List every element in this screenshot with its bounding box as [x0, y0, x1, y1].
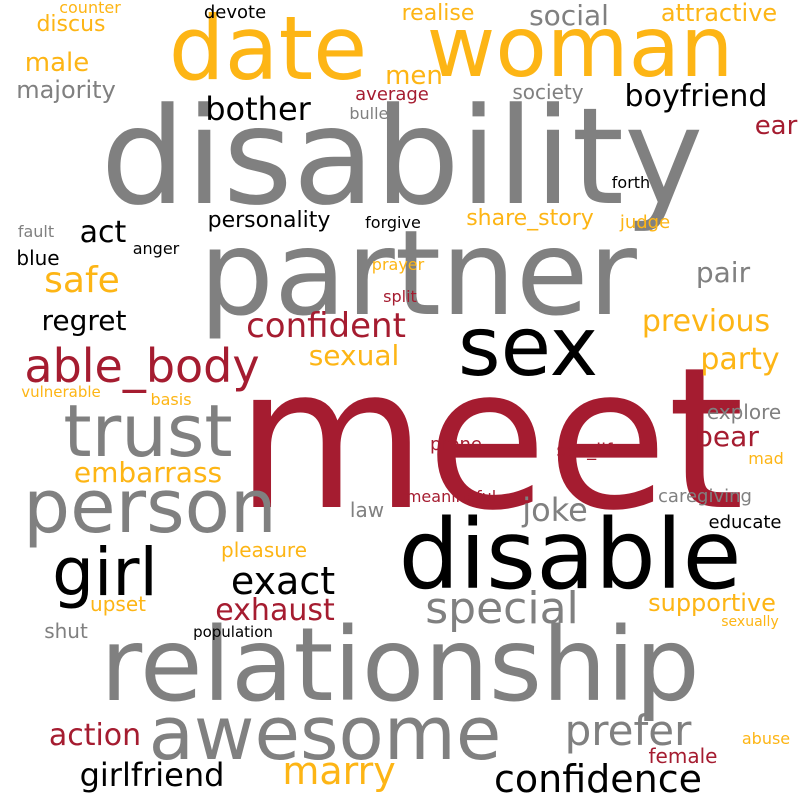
word-boyfriend: boyfriend: [624, 79, 768, 114]
word-girlfriend: girlfriend: [79, 756, 225, 794]
word-supportive: supportive: [648, 589, 776, 617]
word-realise: realise: [401, 1, 475, 26]
word-split: split: [383, 287, 417, 306]
word-exhaust: exhaust: [215, 593, 335, 628]
word-disable: disable: [398, 499, 742, 611]
word-prefer: prefer: [564, 706, 692, 755]
word-basis: basis: [150, 390, 192, 409]
word-awesome: awesome: [148, 691, 502, 777]
word-act: act: [79, 215, 127, 250]
word-able-body: able_body: [24, 339, 260, 393]
word-fault: fault: [17, 222, 55, 241]
word-caregiving: caregiving: [658, 486, 752, 507]
word-sex-life: sex_life: [556, 440, 624, 461]
word-upset: upset: [90, 592, 146, 616]
word-vulnerable: vulnerable: [21, 382, 101, 401]
word-population: population: [193, 622, 273, 641]
word-bear: bear: [695, 420, 759, 453]
word-party: party: [700, 342, 780, 377]
word-relationship: relationship: [100, 606, 700, 725]
word-special: special: [425, 583, 579, 634]
word-anger: anger: [132, 239, 180, 258]
word-prayer: prayer: [371, 255, 425, 274]
word-attractive: attractive: [660, 0, 778, 27]
word-bullet: bullet: [349, 104, 395, 123]
word-men: men: [385, 61, 443, 91]
word-person: person: [23, 464, 277, 550]
word-male: male: [24, 48, 90, 78]
word-mad: mad: [748, 449, 784, 468]
word-meaningful: meaningful: [405, 487, 497, 506]
word-law: law: [349, 498, 385, 522]
word-woman: woman: [426, 0, 734, 96]
word-forth: forth: [611, 173, 651, 192]
word-regret: regret: [41, 304, 127, 337]
word-meet: meet: [235, 326, 745, 554]
word-average: average: [355, 84, 429, 105]
word-trust: trust: [63, 389, 233, 473]
word-sex: sex: [457, 300, 599, 395]
word-exact: exact: [230, 559, 336, 603]
word-educate: educate: [708, 512, 782, 533]
word-discus: discus: [36, 12, 106, 37]
word-judge: judge: [619, 212, 671, 233]
word-shut: shut: [44, 619, 88, 643]
word-marry: marry: [282, 749, 396, 793]
word-pleasure: pleasure: [221, 538, 307, 562]
word-embarrass: embarrass: [73, 456, 223, 489]
word-share-story: share_story: [466, 206, 594, 231]
word-prone: prone: [430, 434, 482, 455]
word-pair: pair: [695, 256, 751, 289]
word-bother: bother: [205, 90, 311, 128]
word-confidence: confidence: [493, 757, 703, 800]
word-sexual: sexual: [308, 339, 400, 372]
word-previous: previous: [641, 304, 771, 339]
word-majority: majority: [16, 76, 116, 104]
word-safe: safe: [44, 260, 120, 301]
word-abuse: abuse: [741, 729, 791, 748]
word-joke: joke: [522, 491, 588, 529]
word-personality: personality: [207, 208, 331, 233]
word-blue: blue: [16, 246, 60, 270]
word-explore: explore: [706, 400, 782, 424]
word-disability: disability: [100, 79, 704, 235]
word-date: date: [168, 0, 368, 100]
word-girl: girl: [52, 534, 158, 611]
word-confident: confident: [246, 306, 406, 346]
word-partner: partner: [199, 204, 637, 342]
word-society: society: [512, 80, 584, 104]
word-devote: devote: [203, 2, 267, 23]
word-counter: counter: [59, 0, 121, 17]
word-forgive: forgive: [365, 213, 421, 232]
word-ear: ear: [754, 111, 798, 141]
word-female: female: [648, 744, 718, 768]
word-sexually: sexually: [721, 614, 779, 630]
word-action: action: [48, 718, 142, 753]
word-social: social: [529, 0, 609, 32]
